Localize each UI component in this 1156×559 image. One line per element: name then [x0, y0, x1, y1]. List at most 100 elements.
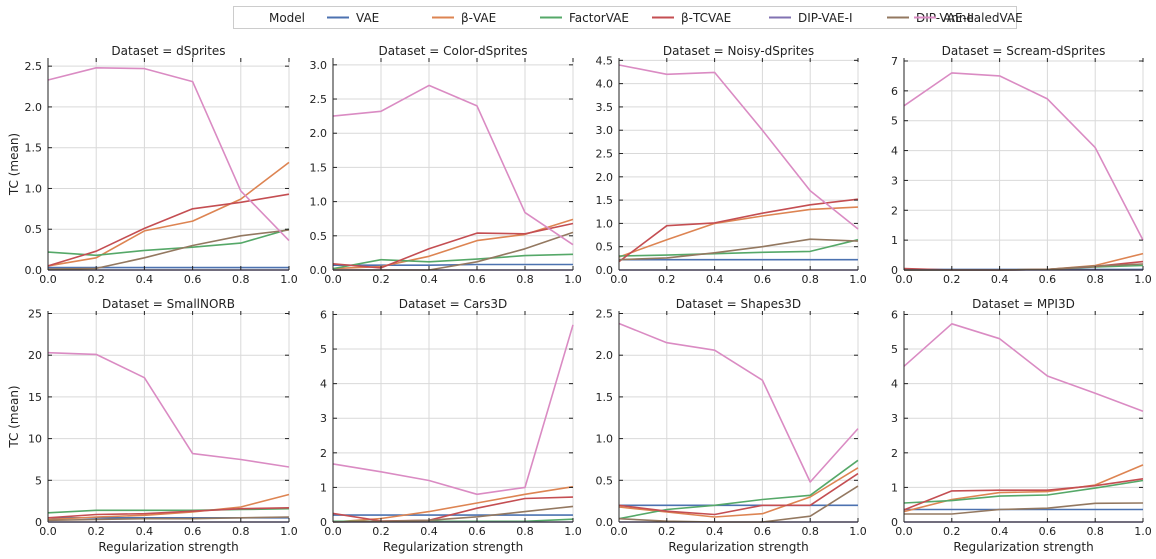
x-tick-label: 0.2 [372, 273, 390, 286]
x-tick-label: 0.0 [324, 525, 342, 538]
x-tick-label: 0.0 [39, 273, 57, 286]
y-tick-label: 6 [320, 308, 327, 321]
x-axis-label: Regularization strength [98, 540, 238, 554]
y-tick-label: 3.0 [310, 59, 328, 72]
y-tick-label: 1 [891, 234, 898, 247]
subplot-title: Dataset = Scream-dSprites [942, 44, 1106, 58]
series-line [47, 229, 290, 270]
x-tick-label: 0.6 [754, 525, 772, 538]
legend-label: β-VAE [461, 11, 496, 25]
y-tick-label: 0.0 [596, 516, 614, 529]
series-line [903, 72, 1144, 241]
y-tick-label: 2.0 [25, 101, 43, 114]
x-tick-label: 0.2 [87, 525, 105, 538]
subplot: 0.0 0.5 1.0 1.5 2.0 2.5 3.0 3.5 4.0 4.5 0.0 0.2 0.4 0… [596, 44, 867, 286]
y-tick-label: 25 [28, 308, 42, 321]
y-axis-label: TC (mean) [7, 133, 21, 196]
x-tick-label: 0.2 [87, 273, 105, 286]
x-tick-label: 0.4 [136, 525, 154, 538]
y-tick-label: 6 [891, 85, 898, 98]
y-tick-label: 2.5 [596, 148, 614, 161]
series-line [904, 252, 1144, 271]
series-line [47, 193, 290, 267]
y-tick-label: 1.0 [596, 217, 614, 230]
series-line [47, 507, 290, 514]
x-tick-label: 0.8 [1086, 273, 1104, 286]
x-tick-label: 0.6 [1039, 273, 1057, 286]
series-line [332, 485, 574, 523]
series-line [618, 206, 859, 258]
y-tick-label: 15 [28, 391, 42, 404]
series-line [333, 263, 573, 267]
x-axis-label: Regularization strength [953, 540, 1093, 554]
series-line [618, 238, 859, 257]
x-tick-label: 0.8 [801, 273, 819, 286]
y-tick-label: 0.0 [25, 264, 43, 277]
series-line [903, 479, 1144, 504]
x-tick-label: 0.2 [658, 273, 676, 286]
y-tick-label: 4 [891, 378, 898, 391]
y-tick-label: 3.0 [596, 124, 614, 137]
x-tick-label: 0.4 [420, 273, 438, 286]
x-tick-label: 1.0 [280, 273, 298, 286]
x-tick-label: 0.2 [372, 525, 390, 538]
y-tick-label: 3.5 [596, 101, 614, 114]
y-tick-label: 6 [891, 308, 898, 321]
y-tick-label: 2.0 [596, 349, 614, 362]
legend-frame [233, 6, 1017, 29]
subplot: 0 1 2 3 4 5 6 0.0 0.2 0.4 0.6 0.8 1.0 Dataset = Cars3… [320, 297, 582, 554]
x-axis-label: Regularization strength [383, 540, 523, 554]
x-tick-label: 1.0 [849, 525, 867, 538]
series-line [904, 502, 1144, 515]
x-tick-label: 1.0 [564, 525, 582, 538]
x-tick-label: 0.8 [516, 525, 534, 538]
y-tick-label: 2 [891, 447, 898, 460]
series-line [47, 516, 290, 522]
y-tick-label: 3 [891, 412, 898, 425]
y-tick-label: 0.5 [25, 223, 43, 236]
series-line [47, 161, 290, 267]
series-line [332, 253, 574, 270]
y-tick-label: 20 [28, 349, 42, 362]
legend-title: Model [269, 11, 305, 25]
y-tick-label: 1.5 [596, 194, 614, 207]
y-tick-label: 1.0 [25, 182, 43, 195]
y-tick-label: 2.5 [310, 93, 328, 106]
legend: Model VAE β-VAE FactorVAE β-TCVAE DIP-VAE-I DI… [233, 6, 1023, 29]
series-line [47, 228, 290, 257]
x-tick-label: 0.4 [991, 273, 1009, 286]
y-tick-label: 0.5 [596, 241, 614, 254]
subplot: 0.0 0.5 1.0 1.5 2.0 2.5 0.0 0.2 0.4 0.6 0.8 1.0 Data… [596, 297, 867, 554]
y-tick-label: 4.5 [596, 54, 614, 67]
y-axis-label: TC (mean) [7, 385, 21, 448]
legend-label: DIP-VAE-I [798, 11, 852, 25]
subplot-title: Dataset = Noisy-dSprites [663, 44, 814, 58]
legend-label: FactorVAE [569, 11, 629, 25]
series-line [47, 507, 290, 519]
x-tick-label: 0.4 [706, 525, 724, 538]
y-tick-label: 5 [891, 115, 898, 128]
x-tick-label: 0.0 [895, 273, 913, 286]
series-line [903, 464, 1144, 513]
subplot-title: Dataset = MPI3D [972, 297, 1075, 311]
y-tick-label: 1 [891, 481, 898, 494]
y-tick-label: 7 [891, 55, 898, 68]
y-tick-label: 2 [891, 204, 898, 217]
y-tick-label: 0 [891, 264, 898, 277]
subplot-title: Dataset = Cars3D [399, 297, 507, 311]
legend-label: DIP-VAE-II [916, 11, 974, 25]
subplot: 0.0 0.5 1.0 1.5 2.0 2.5 3.0 0.0 0.2 0.4 0.6 0.8 1.0 D… [310, 44, 582, 286]
y-tick-label: 10 [28, 433, 42, 446]
y-tick-label: 0.0 [596, 264, 614, 277]
series-line [47, 351, 290, 468]
y-tick-label: 5 [35, 474, 42, 487]
x-tick-label: 0.6 [1039, 525, 1057, 538]
y-tick-label: 3 [891, 174, 898, 187]
subplot: 0 5 10 15 20 25 0.0 0.2 0.4 0.6 0.8 1.0 Dataset = Sm… [7, 297, 298, 554]
x-tick-label: 1.0 [1134, 525, 1152, 538]
y-tick-label: 0 [35, 516, 42, 529]
x-tick-label: 0.4 [706, 273, 724, 286]
series-line [903, 478, 1144, 511]
y-tick-label: 0 [320, 516, 327, 529]
